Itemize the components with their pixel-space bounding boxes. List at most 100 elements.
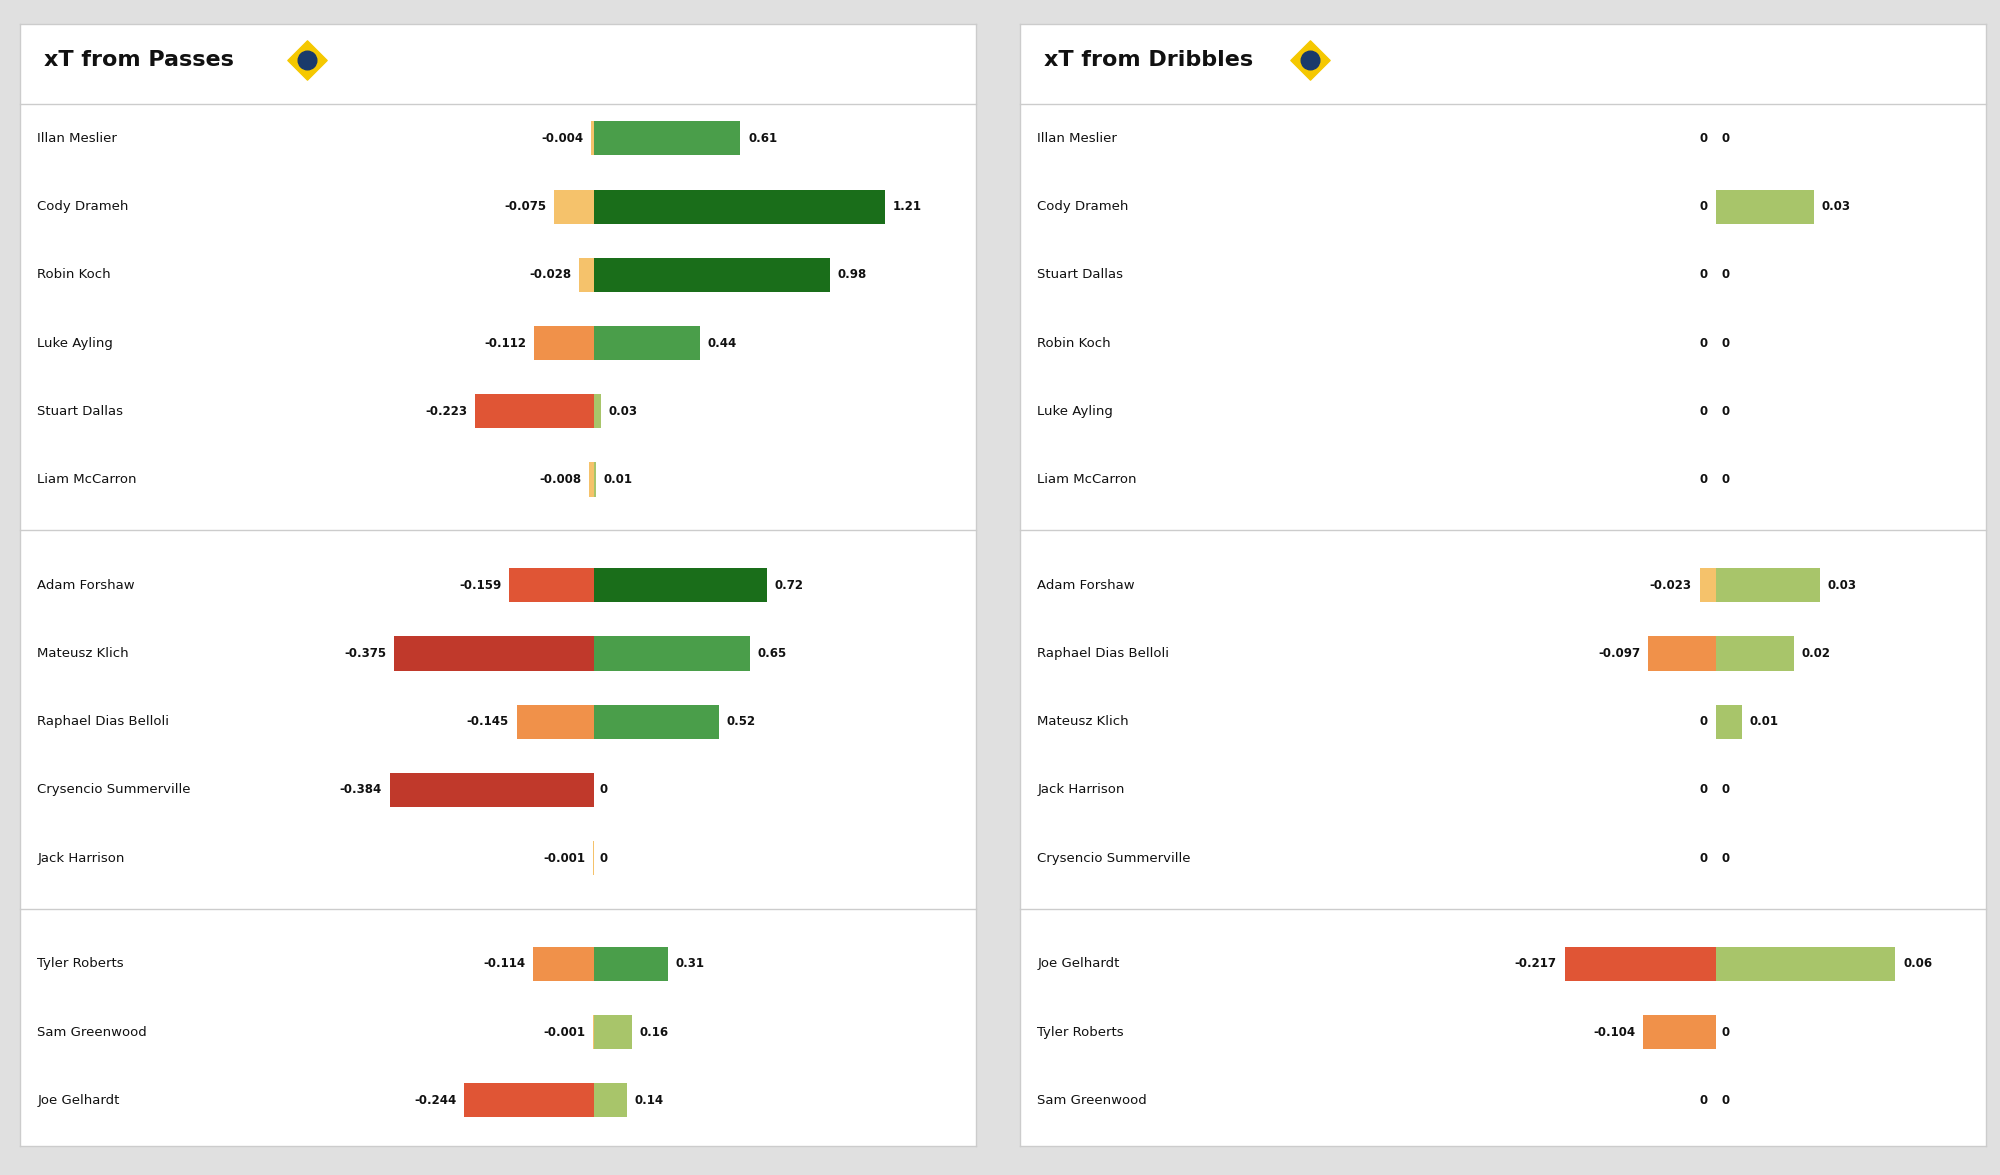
Text: Stuart Dallas: Stuart Dallas — [38, 404, 124, 418]
Bar — [594, 569, 766, 603]
Text: -0.223: -0.223 — [426, 404, 468, 418]
Text: 0: 0 — [1722, 1094, 1730, 1107]
Text: -0.244: -0.244 — [414, 1094, 456, 1107]
Text: -0.023: -0.023 — [1650, 579, 1692, 592]
Text: Tyler Roberts: Tyler Roberts — [38, 958, 124, 971]
Text: Stuart Dallas: Stuart Dallas — [1038, 268, 1124, 281]
Bar — [594, 189, 884, 223]
Text: 0.98: 0.98 — [838, 268, 866, 281]
Text: 0: 0 — [600, 784, 608, 797]
Bar — [578, 257, 594, 291]
Text: 0.02: 0.02 — [1802, 647, 1830, 660]
Bar — [510, 569, 594, 603]
Text: 0.03: 0.03 — [1828, 579, 1856, 592]
Bar — [1716, 637, 1794, 671]
Text: Cody Drameh: Cody Drameh — [1038, 200, 1128, 213]
Text: Liam McCarron: Liam McCarron — [38, 474, 136, 486]
Text: Liam McCarron: Liam McCarron — [1038, 474, 1136, 486]
Bar — [594, 947, 668, 981]
Text: -0.097: -0.097 — [1598, 647, 1640, 660]
Text: Raphael Dias Belloli: Raphael Dias Belloli — [1038, 647, 1170, 660]
Text: -0.159: -0.159 — [460, 579, 502, 592]
Text: Adam Forshaw: Adam Forshaw — [38, 579, 134, 592]
Bar — [594, 463, 596, 497]
Text: 0: 0 — [1700, 1094, 1708, 1107]
Text: Crysencio Summerville: Crysencio Summerville — [38, 784, 190, 797]
Text: 0: 0 — [600, 852, 608, 865]
Bar — [1648, 637, 1716, 671]
Text: -0.384: -0.384 — [340, 784, 382, 797]
Text: 0: 0 — [1700, 336, 1708, 349]
Text: xT from Dribbles: xT from Dribbles — [1044, 49, 1254, 69]
Text: Cody Drameh: Cody Drameh — [38, 200, 128, 213]
Text: 0.31: 0.31 — [676, 958, 704, 971]
Text: -0.004: -0.004 — [542, 132, 584, 145]
Bar — [594, 1083, 628, 1117]
Point — [1294, 51, 1326, 69]
Text: 0: 0 — [1722, 268, 1730, 281]
Text: Joe Gelhardt: Joe Gelhardt — [1038, 958, 1120, 971]
Bar — [594, 121, 740, 155]
Text: Tyler Roberts: Tyler Roberts — [1038, 1026, 1124, 1039]
Text: 0.01: 0.01 — [1750, 716, 1778, 728]
Bar — [592, 121, 594, 155]
Text: Robin Koch: Robin Koch — [38, 268, 110, 281]
Text: 0.14: 0.14 — [634, 1094, 664, 1107]
Text: Jack Harrison: Jack Harrison — [1038, 784, 1124, 797]
Text: 0: 0 — [1700, 716, 1708, 728]
Bar — [594, 395, 600, 429]
Text: -0.104: -0.104 — [1594, 1026, 1636, 1039]
Bar — [516, 705, 594, 739]
Text: 0: 0 — [1722, 404, 1730, 418]
Text: 0.61: 0.61 — [748, 132, 778, 145]
Text: -0.008: -0.008 — [540, 474, 582, 486]
Bar — [1564, 947, 1716, 981]
Bar — [476, 395, 594, 429]
Point — [1294, 51, 1326, 69]
Text: Sam Greenwood: Sam Greenwood — [1038, 1094, 1148, 1107]
Text: -0.075: -0.075 — [504, 200, 546, 213]
Text: 0: 0 — [1700, 200, 1708, 213]
Text: 0: 0 — [1700, 784, 1708, 797]
Text: xT from Passes: xT from Passes — [44, 49, 234, 69]
Text: Raphael Dias Belloli: Raphael Dias Belloli — [38, 716, 170, 728]
Text: -0.145: -0.145 — [466, 716, 508, 728]
Text: -0.114: -0.114 — [484, 958, 526, 971]
Bar — [594, 1015, 632, 1049]
Text: 1.21: 1.21 — [892, 200, 922, 213]
Text: -0.112: -0.112 — [484, 336, 526, 349]
Bar — [594, 257, 830, 291]
Text: -0.375: -0.375 — [344, 647, 386, 660]
Text: 0: 0 — [1722, 1026, 1730, 1039]
Text: 0.03: 0.03 — [608, 404, 638, 418]
Text: 0.72: 0.72 — [774, 579, 804, 592]
Text: 0: 0 — [1700, 132, 1708, 145]
Text: 0.03: 0.03 — [1822, 200, 1850, 213]
Text: Luke Ayling: Luke Ayling — [1038, 404, 1114, 418]
Bar — [1716, 705, 1742, 739]
Bar — [390, 773, 594, 807]
Text: Robin Koch: Robin Koch — [1038, 336, 1112, 349]
Text: Illan Meslier: Illan Meslier — [1038, 132, 1118, 145]
Text: 0.06: 0.06 — [1904, 958, 1932, 971]
Text: 0: 0 — [1722, 474, 1730, 486]
Text: Joe Gelhardt: Joe Gelhardt — [38, 1094, 120, 1107]
Point — [290, 51, 322, 69]
Text: 0.52: 0.52 — [726, 716, 756, 728]
Text: Adam Forshaw: Adam Forshaw — [1038, 579, 1136, 592]
Bar — [394, 637, 594, 671]
Bar — [594, 325, 700, 360]
Text: 0: 0 — [1722, 784, 1730, 797]
Text: -0.028: -0.028 — [528, 268, 572, 281]
Bar — [1716, 569, 1820, 603]
Text: 0.65: 0.65 — [758, 647, 786, 660]
Text: 0: 0 — [1700, 404, 1708, 418]
Text: 0.44: 0.44 — [708, 336, 736, 349]
Text: Sam Greenwood: Sam Greenwood — [38, 1026, 146, 1039]
Text: Luke Ayling: Luke Ayling — [38, 336, 114, 349]
Text: Crysencio Summerville: Crysencio Summerville — [1038, 852, 1190, 865]
Text: 0.16: 0.16 — [640, 1026, 668, 1039]
Text: 0: 0 — [1700, 268, 1708, 281]
Bar — [594, 705, 718, 739]
Text: -0.001: -0.001 — [544, 1026, 586, 1039]
